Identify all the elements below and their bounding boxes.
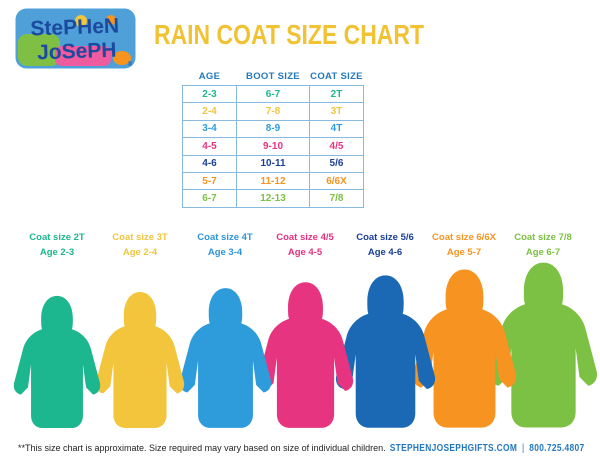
coat-label-2t: Coat size 2T Age 2-3 [2, 231, 112, 260]
logo-text-line1: StePHeN [30, 14, 119, 40]
coat-label-4-5: Coat size 4/5 Age 4-5 [250, 231, 360, 260]
coat-age-text: Age 3-4 [207, 246, 243, 258]
coat-age-text: Age 5-7 [446, 246, 482, 258]
coat-age-text: Age 4-6 [367, 246, 403, 258]
size-row-2T: 2-3 6-7 2T [182, 84, 364, 104]
size-row-4-5: 4-5 9-10 4/5 [182, 137, 364, 156]
coat-size-cell: 4T [309, 119, 364, 139]
size-table: AGE BOOT SIZE COAT SIZE 2-3 6-7 2T 2-4 7-8 3T 3-… [182, 62, 364, 208]
logo-text-line2: JoSePH [37, 39, 117, 65]
coat-size-text: Coat size 2T [29, 232, 85, 243]
logo-green-patch [18, 34, 60, 66]
column-header-coat-size: COAT SIZE [310, 71, 363, 82]
coat-age-text: Age 2-4 [122, 246, 158, 258]
size-row-5-6: 4-6 10-11 5/6 [182, 154, 364, 173]
coat-size-cell: 2T [309, 84, 364, 104]
logo-pink-patch [55, 46, 111, 66]
coat-size-text: Coat size 7/8 [514, 232, 572, 243]
coat-size-cell: 4/5 [309, 137, 364, 156]
stephen-joseph-logo: StePHeN JoSePH ® [15, 8, 136, 69]
age-cell: 6-7 [182, 189, 237, 208]
boot-size-cell: 8-9 [236, 119, 310, 139]
logo-yellow-dot [75, 15, 87, 27]
coat-size-cell: 5/6 [309, 154, 364, 173]
column-header-age: AGE [198, 71, 221, 82]
disclaimer-note: **This size chart is approximate. Size r… [18, 443, 386, 453]
age-cell: 4-6 [182, 154, 237, 173]
coat-silhouette-2t [13, 295, 101, 429]
coat-silhouette-7-8 [489, 262, 597, 428]
age-cell: 2-3 [182, 84, 237, 104]
coat-label-4t: Coat size 4T Age 3-4 [170, 231, 280, 260]
size-row-6-6X: 5-7 11-12 6/6X [182, 171, 364, 191]
logo-orange-blob [113, 51, 131, 65]
website-link[interactable]: STEPHENJOSEPHGIFTS.COM [389, 442, 517, 454]
age-cell: 2-4 [182, 102, 237, 121]
coat-silhouette-4t [179, 288, 271, 428]
coat-label-5-6: Coat size 5/6 Age 4-6 [330, 231, 440, 260]
phone-number[interactable]: 800.725.4807 [528, 442, 584, 454]
coat-size-text: Coat size 4T [197, 232, 253, 243]
coat-label-6-6x: Coat size 6/6X Age 5-7 [409, 231, 519, 260]
coat-size-text: Coat size 5/6 [356, 232, 414, 243]
boot-size-cell: 12-13 [236, 189, 310, 208]
age-cell: 5-7 [182, 171, 237, 191]
size-table-header-row: AGE BOOT SIZE COAT SIZE [183, 62, 364, 86]
boot-size-cell: 10-11 [236, 154, 310, 173]
coat-size-cell: 7/8 [309, 189, 364, 208]
age-cell: 3-4 [182, 119, 237, 139]
coat-label-3t: Coat size 3T Age 2-4 [85, 231, 195, 260]
coat-size-text: Coat size 6/6X [432, 232, 496, 243]
size-row-3T: 2-4 7-8 3T [182, 102, 364, 121]
logo-graphic: StePHeN JoSePH ® [15, 8, 136, 69]
coat-size-text: Coat size 3T [112, 232, 168, 243]
page-title: RAIN COAT SIZE CHART [154, 19, 424, 50]
contact-separator-icon: | [521, 442, 524, 454]
age-cell: 4-5 [182, 137, 237, 156]
boot-size-cell: 11-12 [236, 171, 310, 191]
coat-size-text: Coat size 4/5 [276, 232, 334, 243]
coat-age-text: Age 2-3 [39, 246, 75, 258]
size-row-4T: 3-4 8-9 4T [182, 119, 364, 139]
coat-size-cell: 6/6X [309, 171, 364, 191]
boot-size-cell: 7-8 [236, 102, 310, 121]
coat-silhouette-3t [95, 292, 185, 428]
size-row-7-8: 6-7 12-13 7/8 [182, 189, 364, 208]
coat-silhouette-5-6 [335, 275, 435, 428]
coat-age-text: Age 6-7 [525, 246, 561, 258]
coat-size-cell: 3T [309, 102, 364, 121]
coat-label-7-8: Coat size 7/8 Age 6-7 [488, 231, 598, 260]
boot-size-cell: 9-10 [236, 137, 310, 156]
contact-info: STEPHENJOSEPHGIFTS.COM | 800.725.4807 [389, 442, 584, 454]
column-header-boot-size: BOOT SIZE [246, 71, 300, 82]
coat-silhouette-6-6x [412, 269, 516, 428]
coat-silhouette-4-5 [257, 282, 353, 428]
logo-registered-mark: ® [128, 61, 133, 68]
boot-size-cell: 6-7 [236, 84, 310, 104]
logo-orange-dot [106, 15, 116, 25]
coat-age-text: Age 4-5 [287, 246, 323, 258]
